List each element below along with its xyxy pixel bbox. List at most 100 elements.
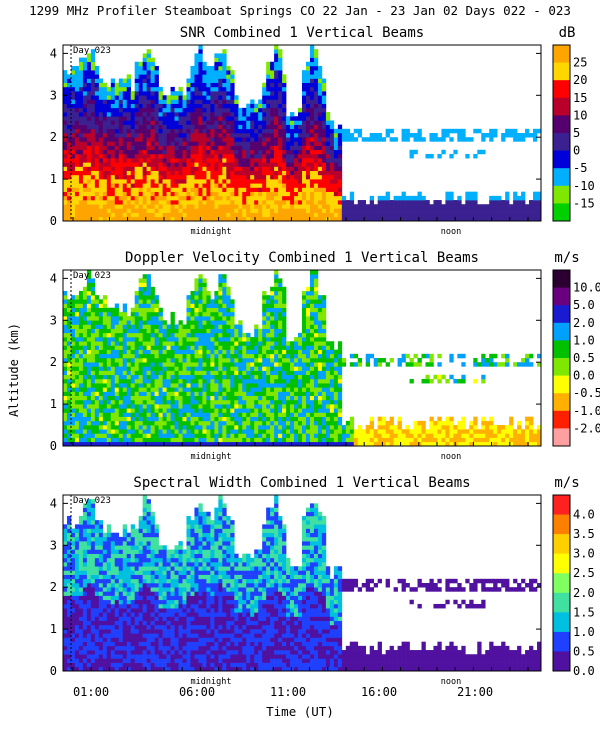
- heatmap-cell: [150, 429, 155, 434]
- heatmap-cell: [150, 128, 155, 134]
- heatmap-cell: [234, 349, 239, 355]
- heatmap-cell: [186, 149, 191, 155]
- heatmap-cell: [262, 112, 267, 117]
- heatmap-cell: [130, 316, 135, 321]
- heatmap-cell: [278, 61, 283, 67]
- heatmap-cell: [286, 441, 291, 447]
- heatmap-cell: [294, 345, 299, 350]
- heatmap-cell: [521, 216, 526, 222]
- heatmap-cell: [294, 412, 299, 417]
- heatmap-cell: [226, 328, 231, 334]
- heatmap-cell: [66, 145, 72, 151]
- heatmap-cell: [190, 141, 195, 146]
- heatmap-cell: [194, 370, 199, 376]
- heatmap-cell: [222, 99, 227, 104]
- heatmap-cell: [110, 345, 116, 350]
- heatmap-cell: [305, 74, 311, 79]
- heatmap-cell: [290, 425, 295, 430]
- heatmap-cell: [78, 374, 84, 380]
- heatmap-cell: [302, 133, 307, 138]
- heatmap-cell: [409, 212, 414, 218]
- heatmap-cell: [250, 204, 255, 209]
- heatmap-cell: [170, 420, 175, 426]
- heatmap-cell: [82, 133, 88, 138]
- heatmap-cell: [317, 120, 323, 125]
- heatmap-cell: [266, 170, 271, 176]
- heatmap-cell: [126, 145, 132, 151]
- heatmap-cell: [294, 391, 299, 397]
- heatmap-cell: [202, 145, 207, 151]
- heatmap-cell: [102, 107, 108, 113]
- heatmap-cell: [226, 145, 231, 151]
- heatmap-cell: [222, 141, 227, 146]
- heatmap-cell: [98, 112, 104, 117]
- heatmap-cell: [122, 133, 128, 138]
- heatmap-cell: [250, 358, 255, 363]
- heatmap-cell: [114, 383, 120, 388]
- heatmap-cell: [250, 174, 255, 180]
- heatmap-cell: [298, 345, 303, 350]
- heatmap-cell: [142, 200, 147, 205]
- heatmap-cell: [178, 332, 183, 338]
- heatmap-cell: [146, 425, 151, 430]
- heatmap-cell: [66, 316, 72, 321]
- heatmap-cell: [126, 353, 132, 359]
- heatmap-cell: [166, 395, 171, 401]
- heatmap-cell: [170, 345, 175, 350]
- heatmap-cell: [138, 107, 143, 113]
- heatmap-cell: [178, 187, 183, 192]
- heatmap-cell: [309, 137, 315, 142]
- heatmap-cell: [82, 349, 88, 355]
- heatmap-cell: [218, 153, 223, 159]
- heatmap-cell: [63, 204, 68, 209]
- heatmap-cell: [425, 216, 430, 222]
- heatmap-cell: [66, 86, 72, 92]
- heatmap-cell: [106, 307, 112, 313]
- heatmap-cell: [214, 166, 219, 172]
- heatmap-cell: [238, 378, 243, 384]
- heatmap-cell: [210, 200, 215, 205]
- heatmap-cell: [210, 332, 215, 338]
- heatmap-cell: [202, 103, 207, 109]
- heatmap-cell: [190, 191, 195, 197]
- heatmap-cell: [206, 133, 211, 138]
- heatmap-cell: [190, 320, 195, 325]
- heatmap-cell: [94, 191, 100, 197]
- heatmap-cell: [517, 200, 522, 205]
- heatmap-cell: [142, 370, 147, 376]
- heatmap-cell: [469, 195, 474, 201]
- heatmap-cell: [222, 316, 227, 321]
- heatmap-cell: [146, 153, 151, 159]
- heatmap-cell: [361, 137, 367, 142]
- heatmap-cell: [282, 179, 287, 184]
- heatmap-cell: [214, 216, 219, 222]
- heatmap-cell: [214, 387, 219, 392]
- heatmap-cell: [178, 387, 183, 392]
- heatmap-cell: [421, 216, 426, 222]
- heatmap-cell: [325, 187, 331, 192]
- heatmap-cell: [170, 149, 175, 155]
- heatmap-cell: [429, 137, 434, 142]
- heatmap-cell: [198, 345, 203, 350]
- heatmap-cell: [182, 383, 187, 388]
- heatmap-cell: [405, 208, 410, 213]
- heatmap-cell: [282, 162, 287, 167]
- heatmap-cell: [150, 387, 155, 392]
- heatmap-cell: [234, 124, 239, 130]
- heatmap-cell: [138, 324, 143, 329]
- heatmap-cell: [74, 349, 80, 355]
- heatmap-cell: [246, 378, 251, 384]
- heatmap-cell: [333, 162, 339, 167]
- heatmap-cell: [254, 128, 259, 134]
- heatmap-cell: [294, 349, 299, 355]
- heatmap-cell: [90, 116, 96, 121]
- heatmap-cell: [118, 116, 124, 121]
- heatmap-cell: [246, 353, 251, 359]
- heatmap-cell: [74, 337, 80, 342]
- heatmap-cell: [170, 141, 175, 146]
- heatmap-cell: [110, 316, 116, 321]
- heatmap-cell: [150, 112, 155, 117]
- heatmap-cell: [262, 370, 267, 376]
- heatmap-cell: [537, 212, 542, 218]
- heatmap-cell: [230, 420, 235, 426]
